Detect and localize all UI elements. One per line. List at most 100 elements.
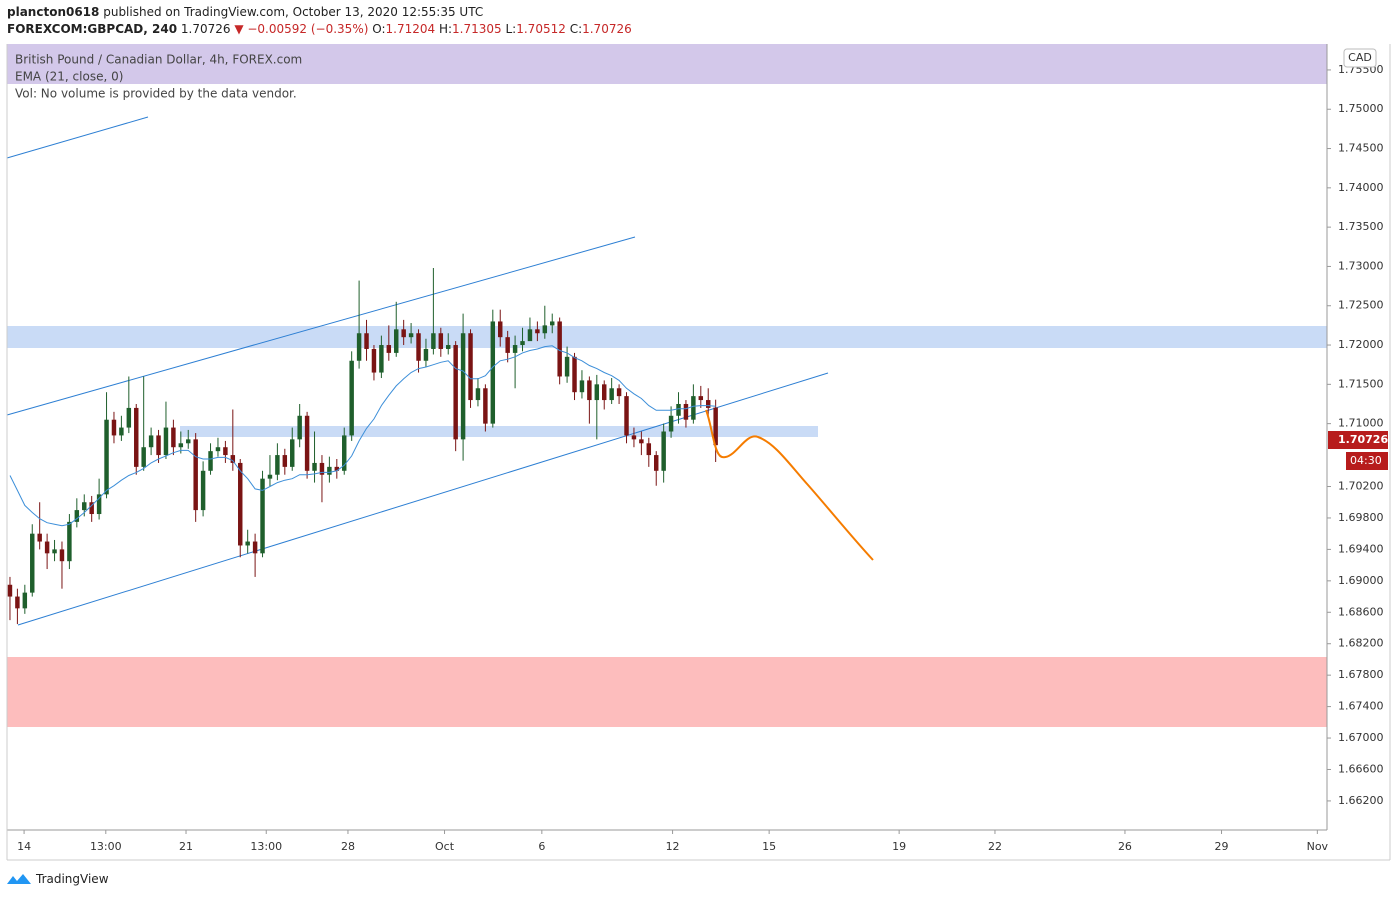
countdown-box (1346, 452, 1388, 470)
legend-band (7, 44, 1327, 84)
l-label: L: (505, 22, 517, 36)
candle-body (416, 333, 421, 361)
h-label: H: (438, 22, 453, 36)
header: plancton0618 published on TradingView.co… (7, 4, 632, 38)
candle-body (646, 443, 652, 456)
candle-body (252, 541, 258, 554)
y-tick-label: 1.67400 (1338, 700, 1384, 713)
candle-body (111, 419, 117, 436)
y-tick-label: 1.66200 (1338, 794, 1384, 807)
countdown: 04:30 (1350, 454, 1382, 467)
candle-body (408, 333, 414, 338)
candle-body (423, 348, 429, 361)
candle-body (148, 435, 154, 448)
candle-body (564, 356, 570, 377)
c: 1.70726 (582, 22, 632, 36)
candle-body (126, 407, 132, 428)
brand: TradingView (36, 872, 109, 886)
x-tick-label: 26 (1118, 840, 1132, 853)
candle-body (587, 380, 592, 401)
candle-body (572, 356, 577, 393)
x-tick-label: 15 (762, 840, 776, 853)
o-label: O: (372, 22, 386, 36)
h: 1.71305 (452, 22, 502, 36)
candle-body (96, 494, 102, 515)
c-label: C: (569, 22, 583, 36)
candle-body (44, 541, 50, 554)
candle-body (327, 466, 332, 475)
candle-body (490, 321, 496, 424)
candle-body (304, 415, 310, 471)
x-tick-label: 28 (341, 840, 355, 853)
candle-body (460, 333, 466, 440)
candle-body (542, 325, 548, 334)
candle-body (668, 415, 674, 432)
candle-body (267, 474, 273, 479)
x-tick-label: 22 (988, 840, 1002, 853)
candle-body (193, 439, 198, 511)
x-tick-label: 13:00 (250, 840, 282, 853)
candle-body (342, 435, 347, 471)
y-tick-label: 1.67800 (1338, 668, 1384, 681)
candle-body (661, 431, 666, 471)
candle-body (676, 403, 681, 416)
currency[interactable]: CAD (1348, 51, 1372, 64)
candle-body (200, 470, 206, 511)
candle-body (512, 345, 518, 353)
y-tick-label: 1.74000 (1338, 181, 1384, 194)
candle-body (602, 384, 607, 401)
candle-body (475, 388, 481, 401)
footer: TradingView (6, 871, 109, 887)
candle-body (282, 455, 288, 467)
candle-body (260, 478, 265, 554)
change: ▼ −0.00592 (−0.35%) (234, 22, 369, 36)
candle-body (379, 345, 384, 373)
symbol: FOREXCOM:GBPCAD, 240 (7, 22, 178, 36)
candle-body (349, 360, 354, 436)
candle-body (89, 502, 94, 515)
candle-body (67, 521, 72, 562)
candle-body (631, 435, 637, 440)
candle-body (37, 533, 42, 542)
y-tick-label: 1.70200 (1338, 480, 1384, 493)
candle-body (654, 455, 659, 471)
candle-body (453, 345, 458, 440)
forecast-path (705, 409, 874, 561)
candle-body (119, 427, 124, 436)
candle-body (468, 333, 473, 401)
candle-body (297, 415, 302, 440)
y-tick-label: 1.73000 (1338, 259, 1384, 272)
candle-body (639, 439, 644, 444)
candle-body (505, 337, 510, 353)
l: 1.70512 (516, 22, 566, 36)
candle-body (401, 329, 406, 338)
candle-body (616, 388, 622, 397)
candle-body (364, 333, 369, 349)
ema-line (9, 345, 716, 527)
o: 1.71204 (385, 22, 436, 36)
candle-body (178, 443, 184, 448)
published: published on TradingView.com, October 13… (103, 5, 484, 19)
candle-body (156, 435, 161, 456)
chart-title: British Pound / Canadian Dollar, 4h, FOR… (15, 53, 302, 67)
x-tick-label: 13:00 (90, 840, 122, 853)
publisher: plancton0618 (7, 5, 100, 19)
candle-body (483, 388, 488, 424)
currency-button[interactable] (1343, 48, 1377, 68)
y-tick-label: 1.74500 (1338, 142, 1384, 155)
candle-body (579, 380, 585, 393)
x-tick-label: 6 (538, 840, 545, 853)
y-tick-label: 1.73500 (1338, 220, 1384, 233)
candle-body (290, 439, 295, 467)
candle-body (683, 403, 689, 420)
candle-body (431, 333, 436, 349)
marks (7, 268, 718, 625)
x-tick-label: 29 (1215, 840, 1229, 853)
candle-body (334, 466, 340, 471)
y-tick-label: 1.71500 (1338, 377, 1384, 390)
last: 1.70726 (180, 22, 231, 36)
candle-body (82, 502, 87, 511)
trend-line (6, 116, 149, 159)
candle-body (371, 348, 377, 373)
